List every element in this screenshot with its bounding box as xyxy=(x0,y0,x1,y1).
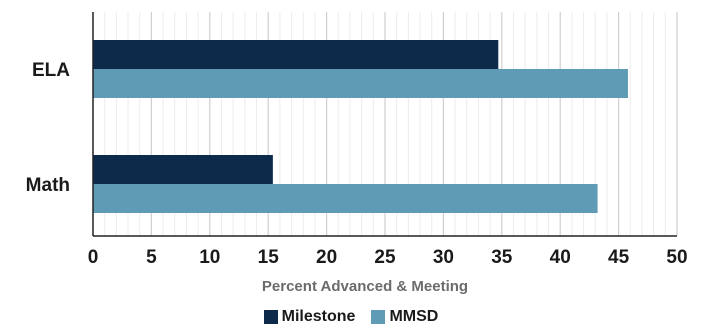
bar-chart: 0 5 10 15 20 25 30 35 40 45 50 ELA Math Percent Adv… xyxy=(26,12,688,295)
x-tick-label: 15 xyxy=(258,247,280,268)
legend-label: MMSD xyxy=(389,308,439,325)
x-tick-label: 5 xyxy=(146,247,157,268)
x-axis-title: Percent Advanced & Meeting xyxy=(262,278,468,295)
bar-ela-milestone xyxy=(93,40,499,69)
legend-swatch xyxy=(263,310,278,324)
x-tick-label: 45 xyxy=(608,247,630,268)
legend-item-mmsd: MMSD xyxy=(371,308,438,326)
bar-math-milestone xyxy=(93,155,273,184)
legend-item-milestone: Milestone xyxy=(263,308,356,326)
x-tick-label: 0 xyxy=(88,247,99,268)
legend: Milestone MMSD xyxy=(0,306,702,328)
x-tick-label: 30 xyxy=(433,247,454,268)
category-label: ELA xyxy=(32,60,70,81)
x-tick-label: 25 xyxy=(374,247,396,268)
category-labels: ELA Math xyxy=(26,60,71,196)
category-label: Math xyxy=(26,175,70,196)
bar-math-mmsd xyxy=(93,184,598,213)
x-tick-label: 20 xyxy=(316,247,337,268)
x-tick-label: 40 xyxy=(550,247,571,268)
x-tick-label: 35 xyxy=(491,247,513,268)
bars xyxy=(93,40,628,213)
bar-ela-mmsd xyxy=(93,69,628,98)
legend-label: Milestone xyxy=(281,308,356,325)
x-tick-labels: 0 5 10 15 20 25 30 35 40 45 50 xyxy=(88,247,688,268)
legend-swatch xyxy=(371,310,386,324)
x-tick-label: 50 xyxy=(666,247,687,268)
x-tick-label: 10 xyxy=(199,247,220,268)
